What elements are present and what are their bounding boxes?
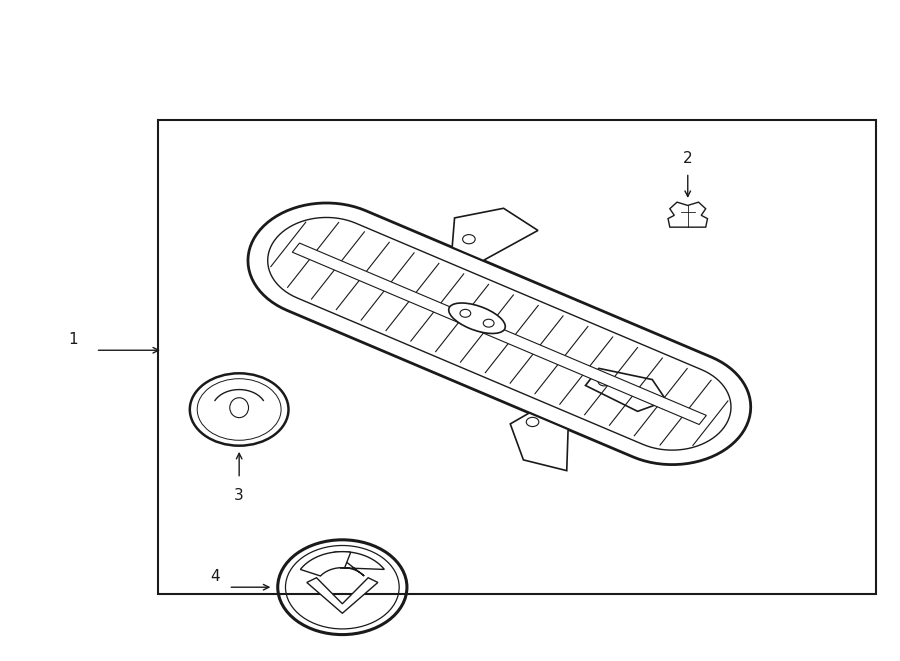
Ellipse shape bbox=[449, 303, 505, 334]
Polygon shape bbox=[334, 552, 384, 576]
Polygon shape bbox=[248, 203, 751, 465]
Polygon shape bbox=[292, 243, 706, 424]
Polygon shape bbox=[510, 413, 568, 471]
Polygon shape bbox=[668, 202, 707, 227]
Text: 4: 4 bbox=[210, 569, 220, 584]
Bar bbox=[158, 120, 877, 594]
Text: 1: 1 bbox=[68, 332, 77, 347]
Polygon shape bbox=[307, 578, 378, 613]
Text: 2: 2 bbox=[683, 151, 693, 166]
Polygon shape bbox=[267, 217, 731, 450]
Polygon shape bbox=[301, 552, 351, 576]
Polygon shape bbox=[452, 208, 538, 260]
Ellipse shape bbox=[230, 398, 248, 418]
Polygon shape bbox=[586, 368, 667, 411]
Text: 3: 3 bbox=[234, 488, 244, 504]
